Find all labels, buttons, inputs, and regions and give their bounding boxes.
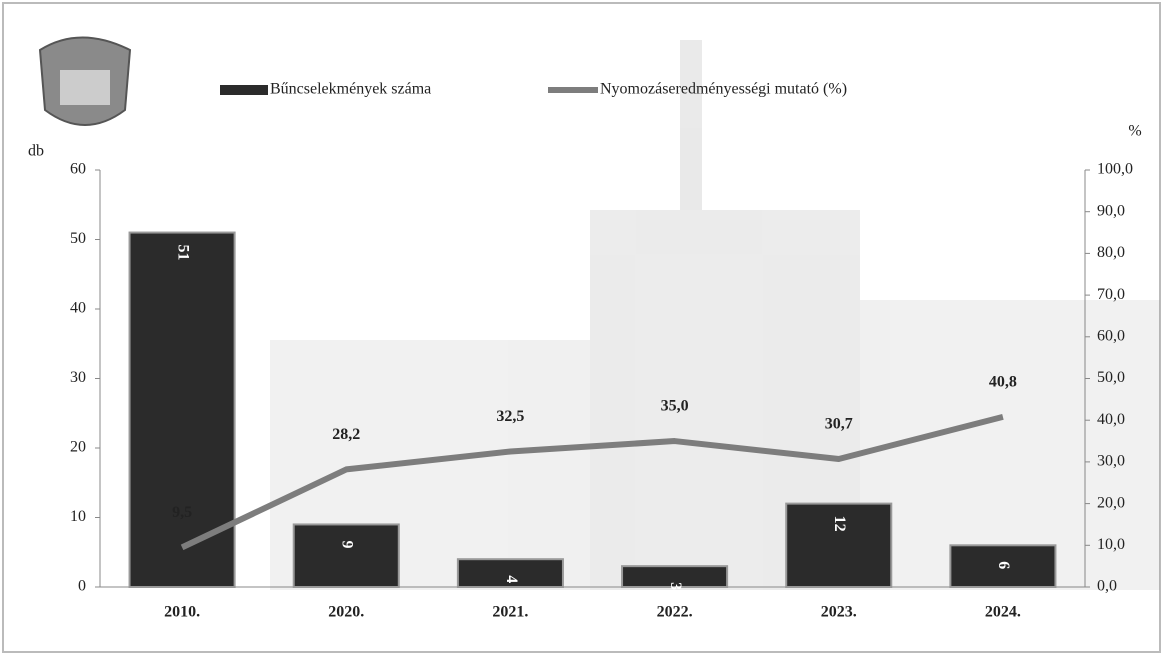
bar-value-label: 9 — [339, 540, 356, 548]
bar-value-label: 4 — [503, 575, 520, 583]
y-tick-label: 20 — [70, 439, 86, 456]
bar — [292, 523, 400, 589]
line-value-label: 28,2 — [332, 426, 360, 443]
bar — [785, 502, 893, 589]
line — [180, 413, 1004, 551]
y2-tick-label: 70,0 — [1097, 286, 1125, 303]
x-tick-label: 2010. — [164, 604, 200, 621]
y-tick-label: 60 — [70, 161, 86, 178]
bar — [949, 544, 1057, 588]
x-tick-label: 2021. — [492, 604, 528, 621]
x-tick-label: 2022. — [657, 604, 693, 621]
background-building — [270, 40, 1160, 590]
y2-tick-label: 90,0 — [1097, 202, 1125, 219]
y-tick-label: 30 — [70, 369, 86, 386]
logo — [38, 36, 132, 126]
y2-tick-label: 60,0 — [1097, 327, 1125, 344]
y2-tick-label: 0,0 — [1097, 578, 1117, 595]
x-tick-label: 2023. — [821, 604, 857, 621]
y2-tick-label: 40,0 — [1097, 411, 1125, 428]
y2-tick-label: 20,0 — [1097, 494, 1125, 511]
legend-label: Nyomozáseredményességi mutató (%) — [600, 81, 847, 98]
bar-value-label: 12 — [831, 516, 848, 532]
bar — [456, 558, 564, 589]
legend-swatch — [220, 85, 268, 95]
bar — [621, 565, 729, 589]
bar-value-label: 6 — [995, 561, 1012, 569]
line-value-label: 40,8 — [989, 374, 1017, 391]
y2-tick-label: 10,0 — [1097, 536, 1125, 553]
line-value-label: 30,7 — [825, 416, 853, 433]
y-tick-label: 40 — [70, 300, 86, 317]
x-tick-label: 2020. — [328, 604, 364, 621]
y2-tick-label: 100,0 — [1097, 161, 1133, 178]
y-tick-label: 10 — [70, 508, 86, 525]
y-tick-label: 0 — [78, 578, 86, 595]
bar-value-label: 3 — [667, 582, 684, 590]
y-axis-label: db — [28, 143, 44, 160]
x-tick-label: 2024. — [985, 604, 1021, 621]
y2-tick-label: 80,0 — [1097, 244, 1125, 261]
y2-axis-label: % — [1128, 123, 1141, 140]
bar-value-label: 51 — [174, 245, 191, 261]
y2-tick-label: 30,0 — [1097, 453, 1125, 470]
y2-tick-label: 50,0 — [1097, 369, 1125, 386]
y-tick-label: 50 — [70, 230, 86, 247]
line-value-label: 32,5 — [496, 408, 524, 425]
legend-label: Bűncselekmények száma — [270, 81, 431, 98]
bar — [128, 231, 236, 589]
line-value-label: 35,0 — [661, 398, 689, 415]
line-value-label: 9,5 — [172, 504, 192, 521]
